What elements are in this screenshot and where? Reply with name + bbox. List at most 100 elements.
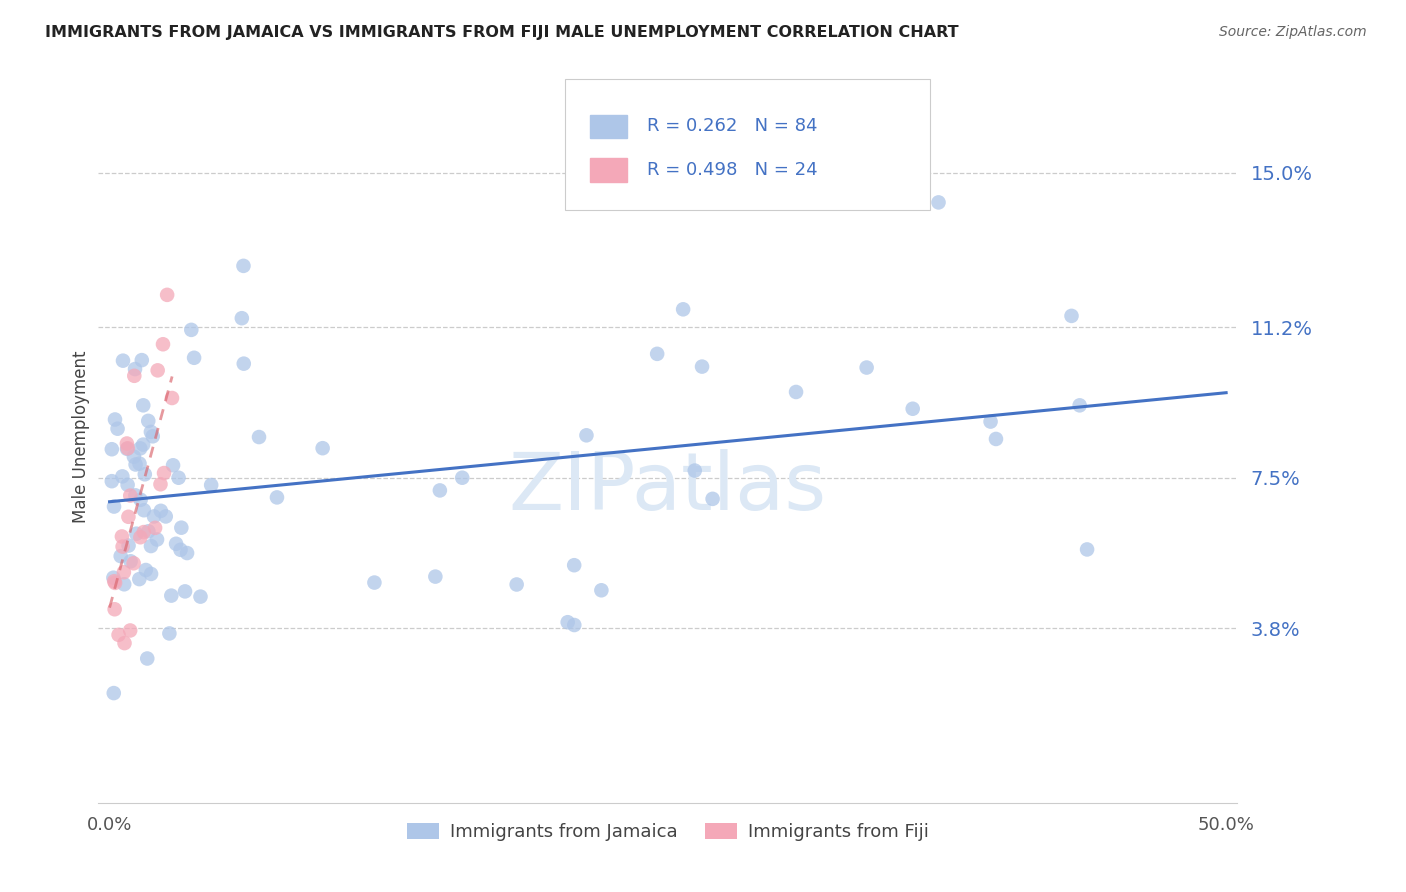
Point xyxy=(190,590,212,604)
Point xyxy=(645,347,668,361)
Point xyxy=(153,466,176,480)
Text: ZIPatlas: ZIPatlas xyxy=(509,450,827,527)
Point xyxy=(138,524,160,539)
Point xyxy=(101,474,124,488)
Text: R = 0.498   N = 24: R = 0.498 N = 24 xyxy=(647,161,818,179)
Point xyxy=(169,542,191,557)
Point xyxy=(111,469,134,483)
FancyBboxPatch shape xyxy=(565,78,929,211)
Point xyxy=(562,618,585,632)
Point xyxy=(266,491,288,505)
Point xyxy=(142,429,165,443)
Point xyxy=(247,430,270,444)
Point xyxy=(146,533,169,547)
Point xyxy=(104,575,127,590)
FancyBboxPatch shape xyxy=(591,114,627,138)
Point xyxy=(174,584,197,599)
Point xyxy=(200,478,222,492)
Point xyxy=(231,311,253,326)
Point xyxy=(124,368,146,383)
Point xyxy=(183,351,205,365)
Point xyxy=(152,337,174,351)
Point xyxy=(149,477,172,491)
Point xyxy=(690,359,713,374)
Text: Source: ZipAtlas.com: Source: ZipAtlas.com xyxy=(1219,25,1367,39)
Point xyxy=(562,558,585,573)
Point xyxy=(129,442,152,456)
Point xyxy=(575,428,598,442)
Point xyxy=(557,615,579,630)
Point xyxy=(165,537,187,551)
Point xyxy=(101,442,124,457)
Point xyxy=(117,442,139,456)
Y-axis label: Male Unemployment: Male Unemployment xyxy=(72,351,90,524)
Point xyxy=(115,442,138,456)
Point xyxy=(232,259,254,273)
Text: R = 0.262   N = 84: R = 0.262 N = 84 xyxy=(647,117,818,136)
Point xyxy=(162,458,184,473)
Point xyxy=(672,302,695,317)
Point xyxy=(785,384,807,399)
Point xyxy=(180,323,202,337)
Point xyxy=(132,525,155,540)
Point xyxy=(128,457,150,471)
Point xyxy=(134,467,156,482)
Point xyxy=(103,686,125,700)
Point xyxy=(928,195,950,210)
Point xyxy=(120,624,142,638)
Point xyxy=(111,540,134,554)
Point xyxy=(901,401,924,416)
Point xyxy=(139,425,162,439)
Point xyxy=(170,521,193,535)
Point xyxy=(107,628,129,642)
Point xyxy=(124,488,146,502)
Point xyxy=(124,362,146,376)
Point xyxy=(311,441,333,455)
Point xyxy=(115,436,138,450)
FancyBboxPatch shape xyxy=(591,159,627,182)
Point xyxy=(232,357,254,371)
Point xyxy=(128,572,150,586)
Point xyxy=(146,363,169,377)
Point xyxy=(157,626,180,640)
Point xyxy=(129,492,152,507)
Point xyxy=(117,478,139,492)
Point xyxy=(155,509,177,524)
Point xyxy=(139,566,162,581)
Point xyxy=(129,530,152,544)
Point xyxy=(122,450,145,464)
Text: IMMIGRANTS FROM JAMAICA VS IMMIGRANTS FROM FIJI MALE UNEMPLOYMENT CORRELATION CH: IMMIGRANTS FROM JAMAICA VS IMMIGRANTS FR… xyxy=(45,25,959,40)
Point xyxy=(114,636,136,650)
Point xyxy=(429,483,451,498)
Point xyxy=(103,571,125,585)
Point xyxy=(120,554,142,568)
Point xyxy=(117,509,139,524)
Point xyxy=(156,288,179,302)
Point xyxy=(124,458,146,472)
Point xyxy=(1060,309,1083,323)
Point xyxy=(451,471,474,485)
Point xyxy=(104,412,127,426)
Point xyxy=(167,471,190,485)
Point xyxy=(111,529,134,543)
Point xyxy=(143,509,166,524)
Point xyxy=(136,414,159,428)
Point xyxy=(139,539,162,553)
Point xyxy=(125,526,148,541)
Point xyxy=(702,491,724,506)
Point xyxy=(425,569,447,583)
Point xyxy=(160,391,183,405)
Point xyxy=(122,556,145,570)
Point xyxy=(132,398,155,412)
Point xyxy=(120,489,142,503)
Point xyxy=(117,539,139,553)
Legend: Immigrants from Jamaica, Immigrants from Fiji: Immigrants from Jamaica, Immigrants from… xyxy=(399,816,936,848)
Point xyxy=(591,583,613,598)
Point xyxy=(112,566,135,580)
Point xyxy=(112,577,135,591)
Point xyxy=(143,521,166,535)
Point xyxy=(1069,398,1091,412)
Point xyxy=(136,651,159,665)
Point xyxy=(683,464,706,478)
Point xyxy=(132,503,155,517)
